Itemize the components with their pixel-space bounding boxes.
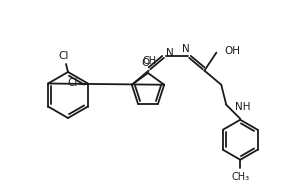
Text: CH: CH [143, 56, 157, 66]
Text: Cl: Cl [59, 51, 69, 61]
Text: N: N [166, 48, 173, 59]
Text: Cl: Cl [68, 78, 78, 88]
Text: CH₃: CH₃ [231, 172, 249, 182]
Text: N: N [182, 44, 189, 55]
Text: O: O [142, 58, 150, 68]
Text: NH: NH [235, 102, 251, 112]
Text: OH: OH [224, 46, 240, 56]
